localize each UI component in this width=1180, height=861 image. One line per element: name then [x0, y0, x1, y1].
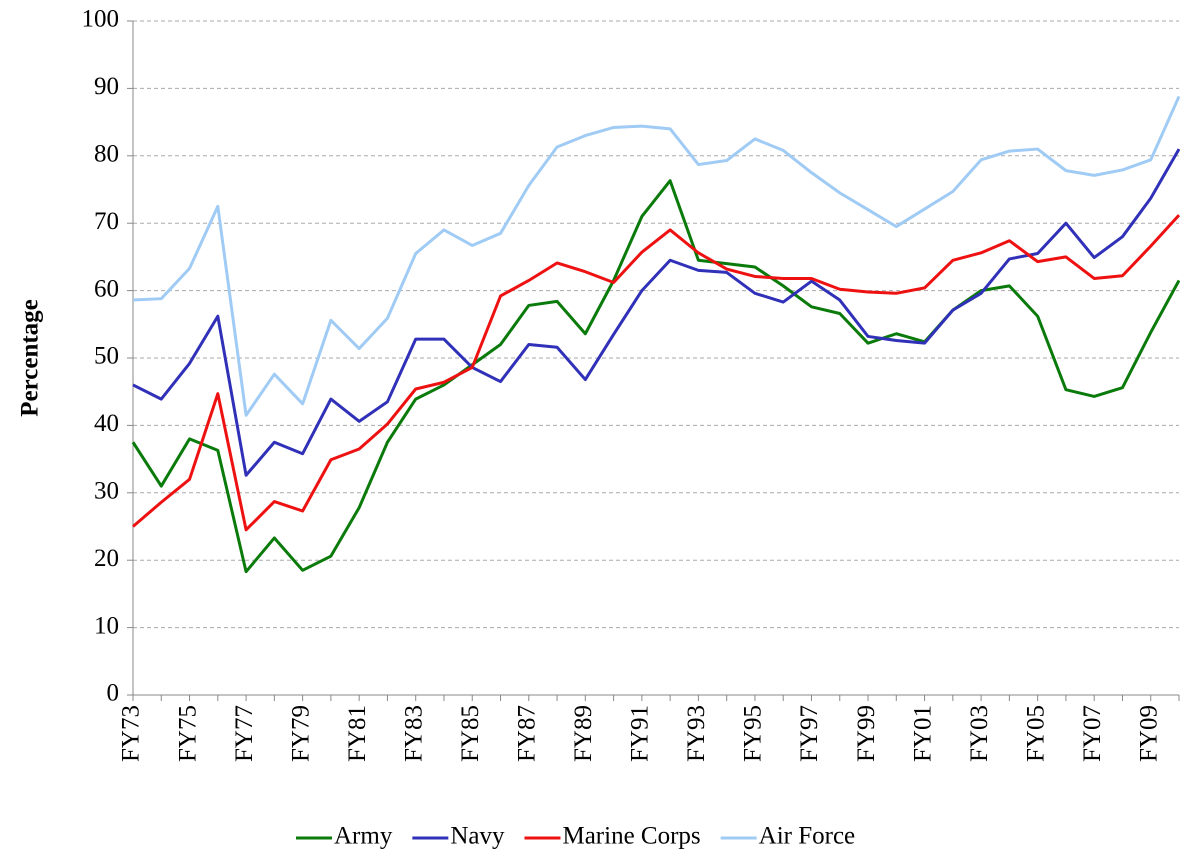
- y-tick-label: 60: [94, 275, 119, 302]
- x-tick-label: FY73: [118, 705, 145, 762]
- x-tick-label: FY05: [1022, 705, 1049, 762]
- x-tick-label: FY77: [231, 705, 258, 762]
- x-tick-label: FY87: [514, 705, 541, 762]
- x-tick-label: FY83: [400, 705, 427, 762]
- series-line: [132, 95, 1180, 417]
- y-tick-label: 80: [94, 141, 119, 168]
- y-tick-label: 40: [94, 410, 119, 437]
- x-tick-label: FY89: [570, 705, 597, 762]
- y-tick-label: 30: [94, 478, 119, 505]
- x-tick-label: FY97: [796, 705, 823, 762]
- x-tick-label: FY99: [853, 705, 880, 762]
- y-tick-label: 10: [94, 612, 119, 639]
- x-tick-label: FY95: [740, 705, 767, 762]
- x-tick-label: FY79: [287, 705, 314, 762]
- x-tick-label: FY91: [627, 705, 654, 762]
- x-tick-label: FY81: [344, 705, 371, 762]
- x-tick-label: FY75: [174, 705, 201, 762]
- y-tick-label: 90: [94, 73, 119, 100]
- series-line: [132, 148, 1180, 477]
- y-tick-label: 20: [94, 545, 119, 572]
- y-tick-label: 70: [94, 208, 119, 235]
- legend-label: Army: [334, 823, 393, 850]
- x-tick-label: FY07: [1079, 705, 1106, 762]
- series-line: [131, 179, 1180, 574]
- x-tick-label: FY93: [683, 705, 710, 762]
- y-axis-label: Percentage: [17, 299, 44, 417]
- x-tick-label: FY09: [1135, 705, 1162, 762]
- y-tick-label: 50: [94, 343, 119, 370]
- x-tick-label: FY01: [909, 705, 936, 762]
- legend-label: Air Force: [759, 823, 856, 850]
- y-tick-label: 100: [82, 6, 120, 33]
- x-tick-label: FY85: [457, 705, 484, 762]
- x-tick-label: FY03: [966, 705, 993, 762]
- series-line: [132, 214, 1180, 532]
- y-tick-label: 0: [107, 680, 120, 707]
- legend-label: Navy: [450, 823, 505, 850]
- legend-label: Marine Corps: [562, 823, 700, 850]
